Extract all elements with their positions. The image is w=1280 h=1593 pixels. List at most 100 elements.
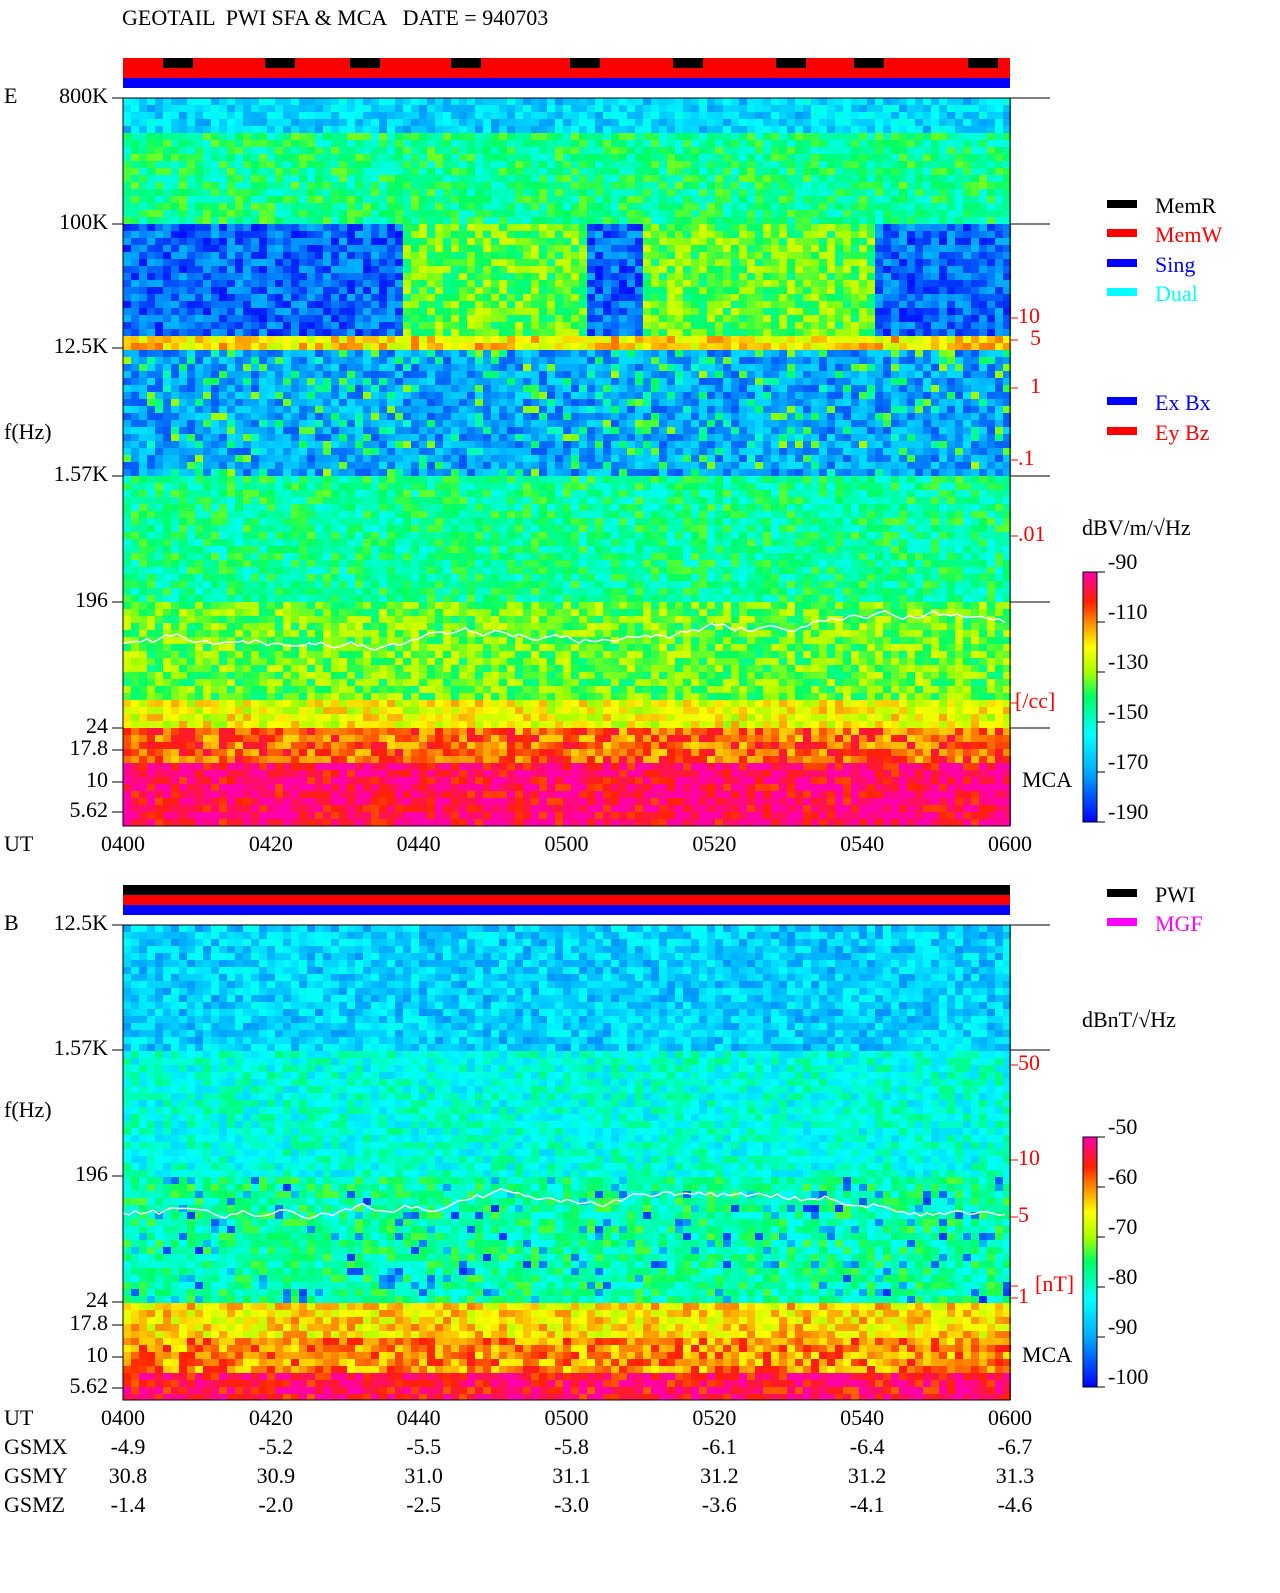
spectrogram-cell bbox=[411, 217, 419, 224]
spectrogram-cell bbox=[171, 105, 179, 112]
spectrogram-cell bbox=[651, 294, 659, 301]
spectrogram-cell bbox=[219, 273, 227, 280]
spectrogram-cell bbox=[803, 259, 811, 266]
spectrogram-cell bbox=[723, 189, 731, 196]
spectrogram-cell bbox=[747, 294, 755, 301]
spectrogram-cell bbox=[851, 154, 859, 161]
spectrogram-cell bbox=[851, 119, 859, 126]
spectrogram-cell bbox=[683, 189, 691, 196]
spectrogram-cell bbox=[195, 217, 203, 224]
spectrogram-cell bbox=[371, 168, 379, 175]
spectrogram-cell bbox=[587, 385, 595, 392]
spectrogram-cell bbox=[819, 119, 827, 126]
spectrogram-cell bbox=[155, 154, 163, 161]
spectrogram-cell bbox=[643, 392, 651, 399]
spectrogram-cell bbox=[347, 301, 355, 308]
spectrogram-cell bbox=[387, 294, 395, 301]
spectrogram-cell bbox=[347, 140, 355, 147]
spectrogram-cell bbox=[619, 364, 627, 371]
spectrogram-cell bbox=[587, 196, 595, 203]
spectrogram-cell bbox=[395, 378, 403, 385]
spectrogram-cell bbox=[299, 133, 307, 140]
spectrogram-cell bbox=[987, 280, 995, 287]
spectrogram-cell bbox=[971, 245, 979, 252]
spectrogram-cell bbox=[235, 98, 243, 105]
spectrogram-cell bbox=[707, 126, 715, 133]
spectrogram-cell bbox=[459, 371, 467, 378]
spectrogram-cell bbox=[467, 385, 475, 392]
spectrogram-cell bbox=[427, 287, 435, 294]
spectrogram-cell bbox=[123, 161, 131, 168]
spectrogram-cell bbox=[427, 154, 435, 161]
spectrogram-cell bbox=[691, 98, 699, 105]
spectrogram-cell bbox=[419, 266, 427, 273]
spectrogram-cell bbox=[675, 203, 683, 210]
spectrogram-cell bbox=[139, 364, 147, 371]
spectrogram-cell bbox=[267, 392, 275, 399]
spectrogram-cell bbox=[875, 238, 883, 245]
spectrogram-cell bbox=[571, 154, 579, 161]
spectrogram-cell bbox=[899, 238, 907, 245]
spectrogram-cell bbox=[419, 133, 427, 140]
spectrogram-cell bbox=[259, 392, 267, 399]
spectrogram-cell bbox=[131, 224, 139, 231]
spectrogram-cell bbox=[459, 364, 467, 371]
spectrogram-cell bbox=[427, 343, 435, 350]
spectrogram-cell bbox=[635, 322, 643, 329]
spectrogram-cell bbox=[955, 287, 963, 294]
spectrogram-cell bbox=[827, 322, 835, 329]
spectrogram-cell bbox=[491, 392, 499, 399]
spectrogram-cell bbox=[555, 322, 563, 329]
spectrogram-cell bbox=[275, 266, 283, 273]
spectrogram-cell bbox=[139, 315, 147, 322]
spectrogram-cell bbox=[795, 308, 803, 315]
spectrogram-cell bbox=[987, 112, 995, 119]
spectrogram-cell bbox=[547, 224, 555, 231]
spectrogram-cell bbox=[627, 126, 635, 133]
spectrogram-cell bbox=[195, 259, 203, 266]
spectrogram-cell bbox=[251, 133, 259, 140]
spectrogram-cell bbox=[939, 112, 947, 119]
spectrogram-cell bbox=[651, 308, 659, 315]
spectrogram-cell bbox=[619, 301, 627, 308]
spectrogram-cell bbox=[435, 161, 443, 168]
spectrogram-cell bbox=[635, 308, 643, 315]
spectrogram-cell bbox=[571, 112, 579, 119]
spectrogram-cell bbox=[451, 161, 459, 168]
spectrogram-cell bbox=[219, 217, 227, 224]
spectrogram-cell bbox=[371, 98, 379, 105]
spectrogram-cell bbox=[387, 105, 395, 112]
spectrogram-cell bbox=[923, 294, 931, 301]
spectrogram-cell bbox=[531, 336, 539, 343]
spectrogram-cell bbox=[939, 147, 947, 154]
spectrogram-cell bbox=[411, 343, 419, 350]
spectrogram-cell bbox=[603, 168, 611, 175]
spectrogram-cell bbox=[379, 385, 387, 392]
spectrogram-cell bbox=[875, 98, 883, 105]
spectrogram-cell bbox=[147, 343, 155, 350]
spectrogram-cell bbox=[403, 336, 411, 343]
spectrogram-cell bbox=[243, 203, 251, 210]
spectrogram-cell bbox=[443, 280, 451, 287]
spectrogram-cell bbox=[707, 252, 715, 259]
spectrogram-cell bbox=[491, 364, 499, 371]
spectrogram-cell bbox=[499, 224, 507, 231]
status-gap bbox=[265, 58, 295, 68]
spectrogram-cell bbox=[419, 245, 427, 252]
spectrogram-cell bbox=[523, 399, 531, 406]
spectrogram-cell bbox=[987, 175, 995, 182]
spectrogram-cell bbox=[427, 203, 435, 210]
spectrogram-cell bbox=[523, 371, 531, 378]
spectrogram-cell bbox=[779, 217, 787, 224]
spectrogram-cell bbox=[259, 406, 267, 413]
spectrogram-cell bbox=[515, 364, 523, 371]
spectrogram-cell bbox=[707, 182, 715, 189]
spectrogram-cell bbox=[723, 406, 731, 413]
spectrogram-cell bbox=[147, 392, 155, 399]
spectrogram-cell bbox=[243, 189, 251, 196]
spectrogram-cell bbox=[379, 231, 387, 238]
spectrogram-cell bbox=[235, 238, 243, 245]
spectrogram-cell bbox=[603, 273, 611, 280]
spectrogram-cell bbox=[339, 350, 347, 357]
spectrogram-cell bbox=[819, 133, 827, 140]
